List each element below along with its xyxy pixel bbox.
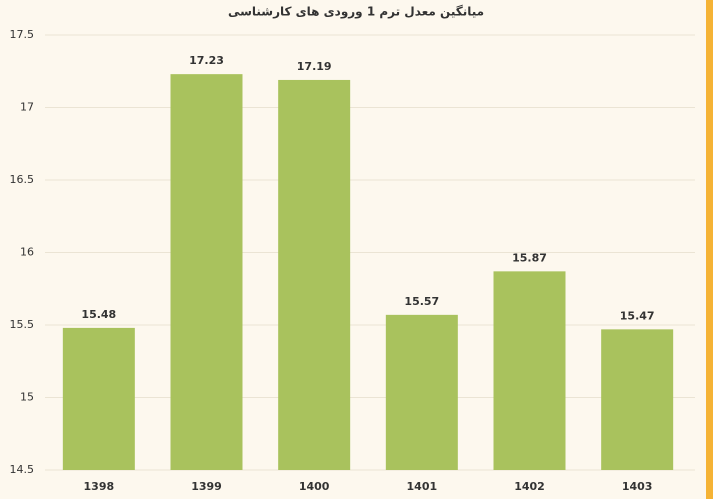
value-label: 15.57 <box>404 295 439 308</box>
x-tick-label: 1402 <box>514 480 545 493</box>
y-tick-label: 17 <box>20 101 34 114</box>
edge-strip <box>706 0 713 499</box>
x-tick-label: 1398 <box>84 480 115 493</box>
y-tick-label: 14.5 <box>10 463 35 476</box>
bar <box>62 327 135 470</box>
y-tick-label: 16 <box>20 246 34 259</box>
value-label: 15.48 <box>81 308 116 321</box>
chart-title: میانگین معدل ترم 1 ورودی های کارشناسی <box>228 5 484 20</box>
x-tick-label: 1399 <box>191 480 222 493</box>
x-tick-label: 1400 <box>299 480 330 493</box>
y-tick-label: 16.5 <box>10 173 35 186</box>
x-tick-label: 1403 <box>622 480 653 493</box>
bar <box>601 329 674 470</box>
value-label: 15.47 <box>620 309 655 322</box>
bar <box>170 74 243 471</box>
y-tick-label: 15 <box>20 391 34 404</box>
y-tick-label: 17.5 <box>10 28 35 41</box>
y-tick-label: 15.5 <box>10 318 35 331</box>
bar <box>493 271 566 470</box>
bar <box>385 314 458 470</box>
x-tick-label: 1401 <box>407 480 438 493</box>
value-label: 17.23 <box>189 54 224 67</box>
value-label: 17.19 <box>297 60 332 73</box>
value-label: 15.87 <box>512 251 547 264</box>
bar <box>278 79 351 470</box>
